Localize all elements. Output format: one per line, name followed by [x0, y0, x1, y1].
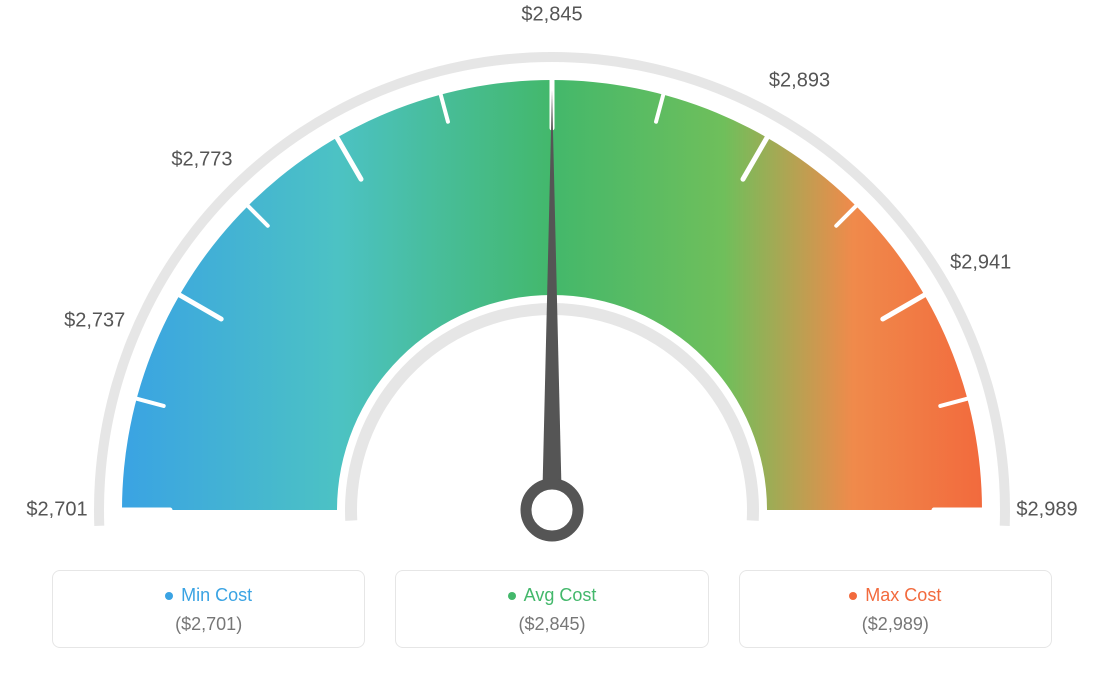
gauge-tick-label: $2,737 — [64, 309, 125, 332]
legend-value-min: ($2,701) — [63, 614, 354, 635]
gauge-tick-label: $2,893 — [769, 70, 830, 93]
legend-label: Avg Cost — [524, 585, 597, 606]
legend-row: Min Cost ($2,701) Avg Cost ($2,845) Max … — [52, 570, 1052, 648]
gauge-tick-label: $2,773 — [171, 148, 232, 171]
gauge-chart: $2,701 $2,737 $2,773 $2,845 $2,893 $2,941 $2,9… — [0, 0, 1104, 560]
dot-icon — [849, 592, 857, 600]
gauge-svg — [0, 0, 1104, 560]
legend-card-avg: Avg Cost ($2,845) — [395, 570, 708, 648]
legend-title-min: Min Cost — [63, 585, 354, 606]
legend-value-max: ($2,989) — [750, 614, 1041, 635]
legend-label: Max Cost — [865, 585, 941, 606]
legend-title-avg: Avg Cost — [406, 585, 697, 606]
gauge-tick-label: $2,701 — [26, 499, 87, 522]
legend-value-avg: ($2,845) — [406, 614, 697, 635]
gauge-tick-label: $2,941 — [950, 251, 1011, 274]
legend-title-max: Max Cost — [750, 585, 1041, 606]
dot-icon — [165, 592, 173, 600]
legend-card-max: Max Cost ($2,989) — [739, 570, 1052, 648]
gauge-tick-label: $2,845 — [521, 4, 582, 27]
dot-icon — [508, 592, 516, 600]
gauge-tick-label: $2,989 — [1016, 499, 1077, 522]
legend-label: Min Cost — [181, 585, 252, 606]
legend-card-min: Min Cost ($2,701) — [52, 570, 365, 648]
